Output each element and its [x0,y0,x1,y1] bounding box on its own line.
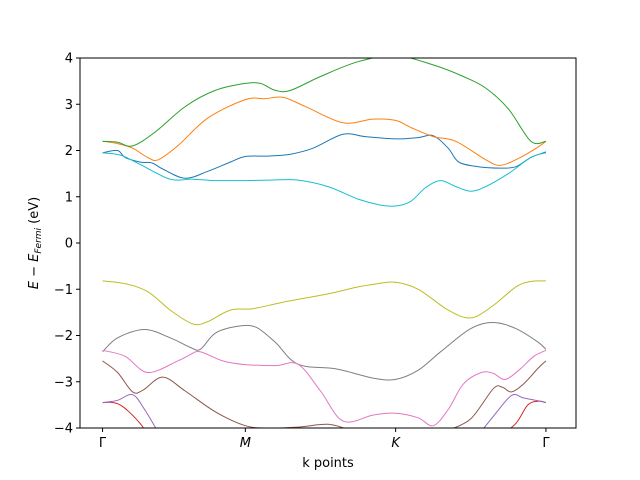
band-line-3 [102,401,145,428]
y-tick-label: −4 [54,422,73,437]
band-line-12 [102,152,547,207]
band-line-5 [102,393,157,428]
x-axis-label: k points [302,456,354,471]
y-tick-label: 3 [65,98,73,113]
x-tick-label: M [240,436,251,451]
x-tick-label: Γ [99,436,107,451]
y-axis: −4 −3 −2 −1 0 1 2 3 4 [54,52,80,437]
x-tick-label: Γ [542,436,550,451]
y-axis-label-unit: (eV) [27,197,42,228]
y-tick-label: 4 [65,52,73,67]
y-axis-label: E − EFermi (eV) [27,197,44,289]
band-line-2 [102,58,546,147]
band-line-0 [102,133,547,179]
y-tick-label: 2 [65,144,73,159]
y-tick-label: 0 [65,237,73,252]
y-tick-label: −3 [54,375,73,390]
band-line-10 [102,349,547,427]
y-tick-label: 1 [65,190,73,205]
band-line-8 [452,360,547,428]
band-line-11 [102,280,546,326]
y-tick-label: −1 [54,283,73,298]
band-line-1 [102,96,547,166]
band-line-7 [102,360,346,428]
y-axis-label-main: E − E [27,253,42,289]
y-tick-label: −2 [54,329,73,344]
series-layer [102,58,547,428]
x-tick-label: K [391,436,401,451]
band-line-6 [483,394,547,428]
y-axis-label-sub: Fermi [34,227,44,253]
